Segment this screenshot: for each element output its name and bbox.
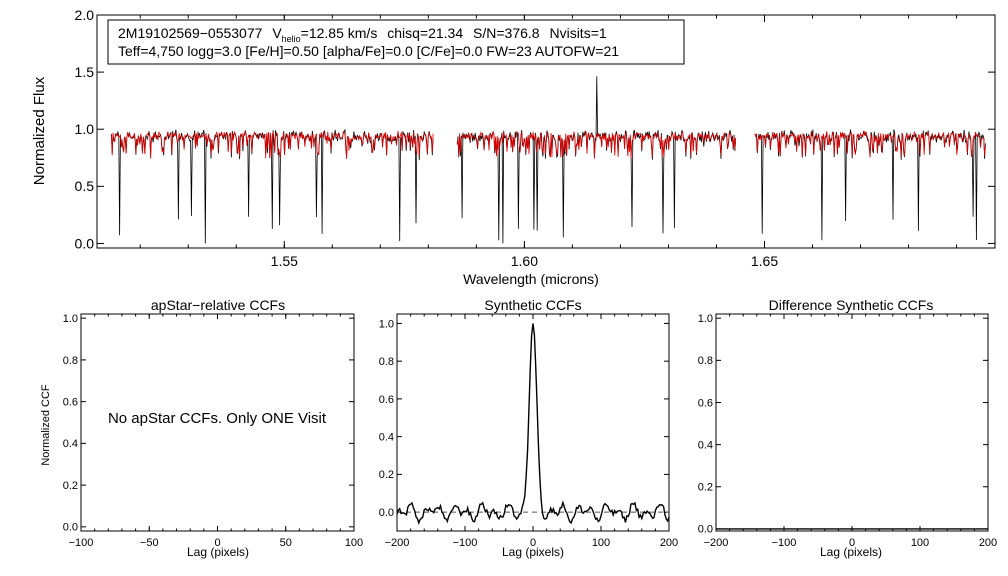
spectrum-xtick-label: 1.60: [511, 253, 538, 269]
annotation-box: [107, 19, 685, 65]
apstar-xtick-label: 100: [345, 537, 363, 549]
apstar-xtick-label: 0: [214, 537, 220, 549]
difference-ytick-label: 1.0: [698, 313, 713, 325]
difference-xtick-label: 0: [849, 537, 855, 549]
spectrum-ytick-label: 0.5: [75, 178, 95, 194]
difference-ytick-label: 0.2: [698, 482, 713, 494]
synthetic-xtick-label: 0: [530, 537, 536, 549]
observed-spectrum-line: [111, 76, 986, 244]
spectrum-xlabel: Wavelength (microns): [463, 271, 599, 287]
synthetic-xtick-label: −100: [453, 537, 478, 549]
apstar-ytick-label: 1.0: [63, 313, 78, 325]
difference-xtick-label: −200: [704, 537, 729, 549]
apstar-ytick-label: 0.8: [63, 355, 78, 367]
spectrum-panel: 1.55 1.60 1.65 0.0 0.5 1.0 1.5 2.0 2M19102569−0…: [31, 7, 996, 287]
annotation-line-1: 2M19102569−0553077 Vhelio=12.85 km/s chi…: [118, 25, 607, 44]
synthetic-xtick-label: 100: [592, 537, 610, 549]
spectrum-ytick-label: 0.0: [75, 235, 95, 251]
difference-ytick-label: 0.4: [698, 439, 713, 451]
difference-ccf-panel: Difference Synthetic CCFs −200 −100 0 100 20…: [698, 297, 997, 559]
vhelio-subscript: helio: [282, 34, 301, 44]
synthetic-ytick-label: 0.2: [379, 469, 394, 481]
synthetic-axes: −200 −100 0 100 200 0.0 0.2 0.4 0.6 0.8 1.0: [379, 314, 678, 549]
synthetic-ytick-label: 0.0: [379, 507, 394, 519]
vhelio-value: =12.85 km/s: [301, 25, 378, 41]
apstar-xtick-label: 50: [280, 537, 292, 549]
difference-axes: −200 −100 0 100 200 0.0 0.2 0.4 0.6 0.8 1.0: [698, 313, 997, 549]
synthetic-xtick-label: −200: [385, 537, 410, 549]
apstar-ccf-title: apStar−relative CCFs: [151, 297, 285, 313]
synthetic-ytick-label: 0.4: [379, 432, 394, 444]
spectrum-axes: 1.55 1.60 1.65 0.0 0.5 1.0 1.5 2.0: [75, 7, 995, 269]
model-spectrum-line: [111, 130, 986, 160]
spectrum-ytick-label: 1.0: [75, 121, 95, 137]
apstar-ytick-label: 0.0: [63, 522, 78, 534]
apstar-ytick-label: 0.6: [63, 396, 78, 408]
synthetic-xtick-label: 200: [660, 537, 678, 549]
synthetic-ytick-label: 0.8: [379, 356, 394, 368]
star-id: 2M19102569−0553077: [118, 25, 263, 41]
vhelio-symbol: V: [272, 25, 282, 41]
apstar-xtick-label: −100: [69, 537, 94, 549]
no-ccf-message: No apStar CCFs. Only ONE Visit: [108, 410, 327, 427]
spectrum-ytick-label: 2.0: [75, 7, 95, 23]
synthetic-lines: [396, 323, 670, 525]
synthetic-ccf-panel: Synthetic CCFs −200 −100 0 100 200 0.0 0.2 0.4 0…: [379, 297, 678, 559]
difference-xtick-label: 200: [979, 537, 997, 549]
synthetic-xlabel: Lag (pixels): [502, 545, 564, 559]
synthetic-ytick-label: 1.0: [379, 318, 394, 330]
spectrum-xtick-label: 1.55: [271, 253, 298, 269]
difference-xtick-label: −100: [772, 537, 797, 549]
difference-xtick-label: 100: [911, 537, 929, 549]
spectrum-lines: [111, 76, 986, 244]
spectrum-ytick-label: 1.5: [75, 64, 95, 80]
synthetic-ccf-line: [396, 323, 670, 525]
difference-frame: [715, 313, 989, 532]
apstar-xtick-label: −50: [140, 537, 159, 549]
stellar-parameters: Teff=4,750 logg=3.0 [Fe/H]=0.50 [alpha/F…: [118, 43, 619, 59]
nvisits-value: Nvisits=1: [549, 25, 606, 41]
synthetic-frame: [396, 313, 670, 532]
apstar-ccf-panel: apStar−relative CCFs −100 −50 0 50 100 0.0 0.2…: [40, 297, 363, 559]
spectrum-ylabel: Normalized Flux: [31, 76, 48, 185]
apstar-xlabel: Lag (pixels): [187, 545, 249, 559]
spectrum-xtick-label: 1.65: [751, 253, 778, 269]
apstar-ytick-label: 0.2: [63, 480, 78, 492]
difference-ytick-label: 0.0: [698, 524, 713, 536]
difference-ytick-label: 0.8: [698, 355, 713, 367]
chisq-value: chisq=21.34: [387, 25, 463, 41]
apstar-ytick-label: 0.4: [63, 438, 78, 450]
difference-ytick-label: 0.6: [698, 397, 713, 409]
synthetic-ytick-label: 0.6: [379, 394, 394, 406]
spectrum-frame: [96, 14, 996, 249]
apstar-ylabel: Normalized CCF: [40, 384, 52, 466]
snr-value: S/N=376.8: [473, 25, 540, 41]
difference-xlabel: Lag (pixels): [820, 545, 882, 559]
apstar-axes: −100 −50 0 50 100 0.0 0.2 0.4 0.6 0.8 1.0: [63, 313, 363, 549]
difference-ccf-title: Difference Synthetic CCFs: [769, 297, 934, 313]
synthetic-ccf-title: Synthetic CCFs: [484, 297, 581, 313]
